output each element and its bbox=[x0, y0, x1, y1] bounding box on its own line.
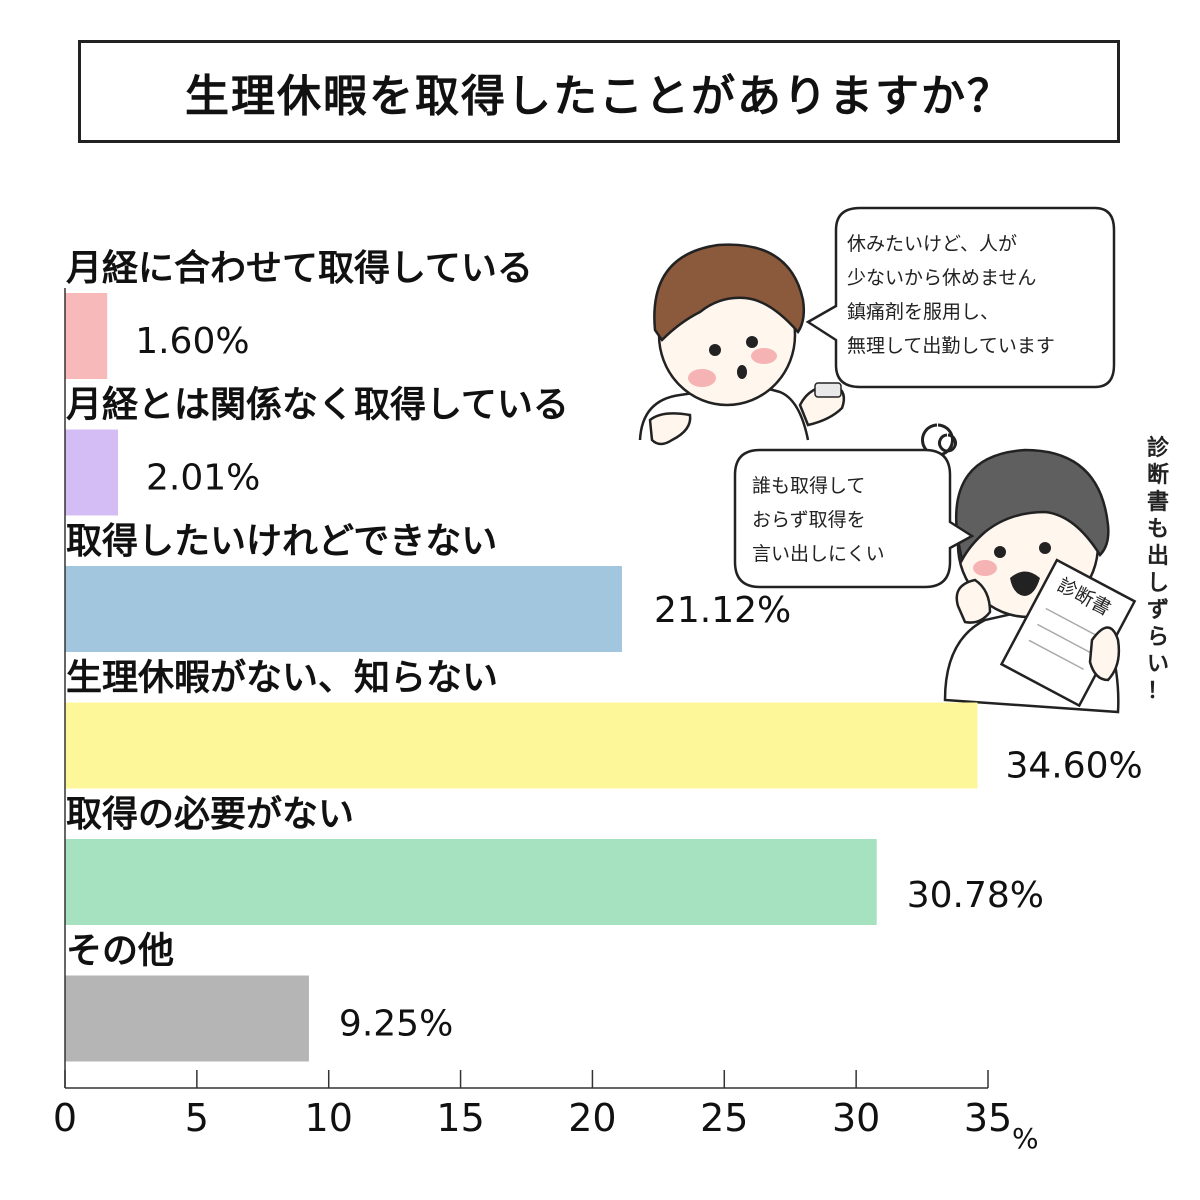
x-tick-label-2: 10 bbox=[305, 1096, 353, 1140]
side-note-char-4: 出 bbox=[1147, 544, 1169, 569]
worried-person-icon bbox=[638, 243, 846, 446]
speech-bubble-1: 休みたいけど、人が 少ないから休めません 鎮痛剤を服用し、 無理して出勤していま… bbox=[805, 206, 1116, 389]
x-tick-label-4: 20 bbox=[568, 1096, 616, 1140]
side-note-char-6: ず bbox=[1147, 598, 1169, 623]
value-label-5: 9.25% bbox=[339, 1004, 453, 1045]
bubble1-line-2: 少ないから休めません bbox=[847, 267, 1036, 289]
x-axis-unit: % bbox=[1012, 1122, 1039, 1155]
x-tick-label-1: 5 bbox=[185, 1096, 209, 1140]
side-note-char-9: ！ bbox=[1147, 679, 1169, 704]
bubble1-line-3: 鎮痛剤を服用し、 bbox=[847, 301, 999, 323]
category-label-4: 取得の必要がない bbox=[66, 794, 354, 835]
bubble2-line-2: おらず取得を bbox=[752, 509, 866, 531]
bubble2-line-3: 言い出しにくい bbox=[752, 543, 885, 565]
x-tick-label-6: 30 bbox=[832, 1096, 880, 1140]
category-label-1: 月経とは関係なく取得している bbox=[66, 385, 569, 426]
side-note-char-0: 診 bbox=[1147, 435, 1170, 461]
bubble1-line-1: 休みたいけど、人が bbox=[847, 233, 1017, 255]
category-label-3: 生理休暇がない、知らない bbox=[66, 658, 498, 699]
chart-title-box: 生理休暇を取得したことがありますか？ bbox=[78, 40, 1120, 143]
value-label-3: 34.60% bbox=[1005, 746, 1142, 787]
x-tick-label-7: 35 bbox=[964, 1096, 1012, 1140]
side-note-char-8: い bbox=[1147, 652, 1169, 677]
side-note-char-7: ら bbox=[1147, 625, 1169, 650]
category-label-0: 月経に合わせて取得している bbox=[66, 248, 533, 289]
side-note-char-3: も bbox=[1147, 517, 1169, 542]
side-note-char-1: 断 bbox=[1147, 462, 1169, 488]
bar-1 bbox=[65, 429, 119, 516]
category-label-2: 取得したいけれどできない bbox=[66, 521, 497, 562]
bar-5 bbox=[65, 975, 309, 1062]
bars-layer: 月経に合わせて取得している 1.60% 月経とは関係なく取得している 2.01% 取得し… bbox=[65, 248, 1143, 1062]
chart-title: 生理休暇を取得したことがありますか？ bbox=[185, 70, 1013, 122]
troubled-person-icon: 診断書 bbox=[921, 423, 1137, 714]
value-label-1: 2.01% bbox=[146, 458, 260, 499]
bar-3 bbox=[65, 702, 978, 789]
side-note-char-5: し bbox=[1147, 571, 1169, 596]
category-label-5: その他 bbox=[66, 931, 174, 972]
x-tick-label-3: 15 bbox=[436, 1096, 484, 1140]
value-label-4: 30.78% bbox=[907, 875, 1044, 916]
x-tick-label-5: 25 bbox=[700, 1096, 748, 1140]
bar-4 bbox=[65, 839, 877, 925]
bubble2-line-1: 誰も取得して bbox=[752, 475, 865, 497]
illustration: 休みたいけど、人が 少ないから休めません 鎮痛剤を服用し、 無理して出勤していま… bbox=[638, 206, 1170, 714]
value-label-2: 21.12% bbox=[654, 590, 791, 631]
bar-2 bbox=[65, 566, 622, 652]
side-note-char-2: 書 bbox=[1147, 489, 1169, 515]
speech-bubble-2: 誰も取得して おらず取得を 言い出しにくい bbox=[733, 448, 975, 589]
bubble1-line-4: 無理して出勤しています bbox=[847, 335, 1055, 357]
x-axis: 0 5 10 15 20 25 30 35% bbox=[53, 288, 1039, 1155]
bar-0 bbox=[65, 293, 108, 379]
value-label-0: 1.60% bbox=[135, 321, 249, 362]
x-tick-label-0: 0 bbox=[53, 1096, 77, 1140]
